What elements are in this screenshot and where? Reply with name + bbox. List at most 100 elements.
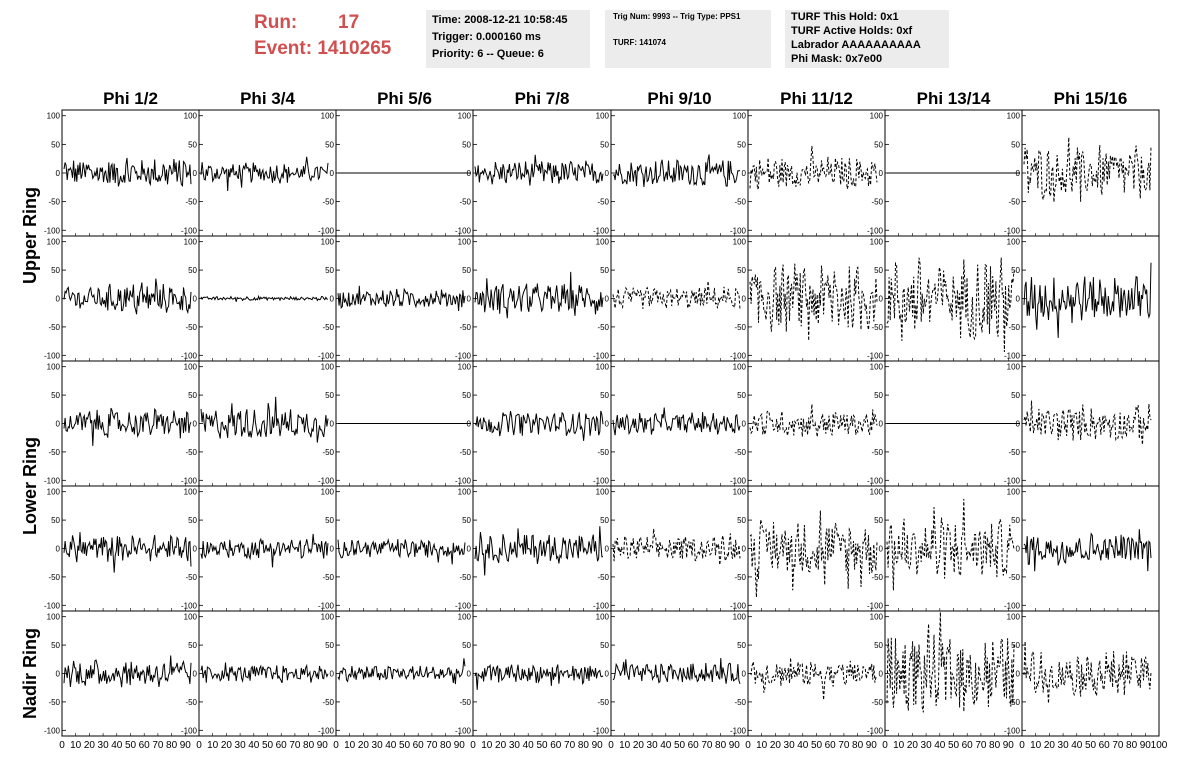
y-tick-label: 0: [742, 670, 747, 679]
y-tick-label: -50: [322, 448, 334, 457]
y-tick-label: 100: [870, 363, 884, 372]
y-tick-label: 100: [1007, 488, 1021, 497]
x-tick-label: 0: [59, 740, 65, 751]
y-tick-label: -50: [322, 698, 334, 707]
x-tick-label: 20: [770, 740, 782, 751]
trigger-text: Trigger: 0.000160 ms: [432, 31, 541, 43]
y-tick-label: -50: [734, 323, 746, 332]
x-tick-label: 0: [1019, 740, 1025, 751]
panel-frame: [472, 360, 612, 487]
x-tick-label: 60: [962, 740, 974, 751]
y-tick-label: -100: [867, 726, 884, 735]
waveform-line: [886, 257, 1015, 353]
waveform-line: [200, 294, 329, 302]
y-tick-label: 100: [870, 238, 884, 247]
column-title-7: Phi 13/14: [917, 89, 991, 108]
waveform-line: [749, 404, 878, 438]
waveform-line: [886, 498, 1015, 591]
x-tick-label: 70: [1112, 740, 1124, 751]
y-tick-label: -100: [730, 476, 747, 485]
y-tick-label: -100: [593, 351, 610, 360]
waveform-line: [1023, 529, 1152, 572]
phi-mask-text: Phi Mask: 0x7e00: [791, 53, 883, 65]
x-tick-label: 80: [303, 740, 315, 751]
y-tick-label: -100: [730, 601, 747, 610]
x-tick-label: 0: [333, 740, 339, 751]
ring-label-1: Upper Ring: [20, 187, 40, 284]
x-tick-label: 50: [674, 740, 686, 751]
y-tick-label: 100: [321, 112, 335, 121]
x-tick-label: 50: [125, 740, 137, 751]
y-tick-label: 0: [193, 420, 198, 429]
waveform-line: [200, 156, 329, 192]
y-tick-label: 50: [325, 516, 334, 525]
y-tick-label: -50: [459, 198, 471, 207]
y-tick-label: 100: [184, 613, 198, 622]
y-tick-label: 0: [193, 670, 198, 679]
x-tick-label: 70: [289, 740, 301, 751]
y-tick-label: 50: [737, 266, 746, 275]
x-tick-label: 70: [426, 740, 438, 751]
y-tick-label: -50: [734, 698, 746, 707]
x-tick-label: 30: [647, 740, 659, 751]
y-tick-label: 100: [321, 613, 335, 622]
x-tick-label: 20: [1044, 740, 1056, 751]
y-tick-label: 0: [605, 420, 610, 429]
y-tick-label: -50: [871, 573, 883, 582]
trig-num-text: Trig Num: 9993 -- Trig Type: PPS1: [613, 12, 741, 21]
y-tick-label: 0: [1016, 670, 1021, 679]
trigger-info-box: Trig Num: 9993 -- Trig Type: PPS1 TURF: …: [605, 10, 771, 68]
y-tick-label: -100: [181, 601, 198, 610]
x-tick-label: 60: [550, 740, 562, 751]
y-tick-label: -100: [455, 601, 472, 610]
x-tick-label: 10: [207, 740, 219, 751]
y-tick-label: -50: [1008, 448, 1020, 457]
y-tick-label: 0: [605, 295, 610, 304]
y-tick-label: -100: [318, 476, 335, 485]
column-title-1: Phi 1/2: [103, 89, 158, 108]
x-tick-label: 50: [948, 740, 960, 751]
x-tick-label: 80: [715, 740, 727, 751]
y-tick-label: -50: [1008, 323, 1020, 332]
y-tick-label: 50: [462, 641, 471, 650]
column-title-3: Phi 5/6: [377, 89, 432, 108]
column-title-5: Phi 9/10: [647, 89, 711, 108]
x-tick-label: 20: [84, 740, 96, 751]
y-tick-label: -100: [318, 226, 335, 235]
x-tick-label: 80: [166, 740, 178, 751]
y-tick-label: -50: [322, 323, 334, 332]
x-tick-label: 40: [385, 740, 397, 751]
y-tick-label: -100: [867, 351, 884, 360]
x-tick-label: 100: [1151, 740, 1168, 751]
y-tick-label: -100: [593, 226, 610, 235]
run-event-block: Run: 17 Event: 1410265: [254, 10, 391, 62]
y-tick-label: -100: [181, 476, 198, 485]
y-tick-label: -100: [1004, 726, 1021, 735]
y-tick-label: 100: [184, 488, 198, 497]
x-tick-label: 70: [975, 740, 987, 751]
y-tick-label: -50: [1008, 198, 1020, 207]
y-tick-label: 50: [600, 140, 609, 149]
labrador-text: Labrador AAAAAAAAAA: [791, 39, 921, 51]
x-tick-label: 80: [440, 740, 452, 751]
y-tick-label: -100: [593, 476, 610, 485]
y-tick-label: -100: [1004, 226, 1021, 235]
x-tick-label: 90: [180, 740, 192, 751]
y-tick-label: 50: [737, 516, 746, 525]
x-tick-label: 50: [536, 740, 548, 751]
turf-active-holds-text: TURF Active Holds: 0xf: [791, 25, 913, 37]
y-tick-label: -100: [867, 226, 884, 235]
time-text: Time: 2008-12-21 10:58:45: [432, 14, 568, 26]
y-tick-label: 0: [605, 169, 610, 178]
x-tick-label: 40: [934, 740, 946, 751]
y-tick-label: -100: [730, 226, 747, 235]
panel-frame: [472, 610, 612, 737]
x-tick-label: 20: [633, 740, 645, 751]
panel-frame: [884, 610, 1023, 737]
priority-text: Priority: 6 -- Queue: 6: [432, 48, 544, 60]
turf-info-box: TURF This Hold: 0x1 TURF Active Holds: 0…: [785, 10, 949, 68]
y-tick-label: -100: [181, 226, 198, 235]
time-info-box: Time: 2008-12-21 10:58:45 Trigger: 0.000…: [426, 10, 590, 68]
y-tick-label: -50: [48, 698, 60, 707]
y-tick-label: -50: [322, 573, 334, 582]
